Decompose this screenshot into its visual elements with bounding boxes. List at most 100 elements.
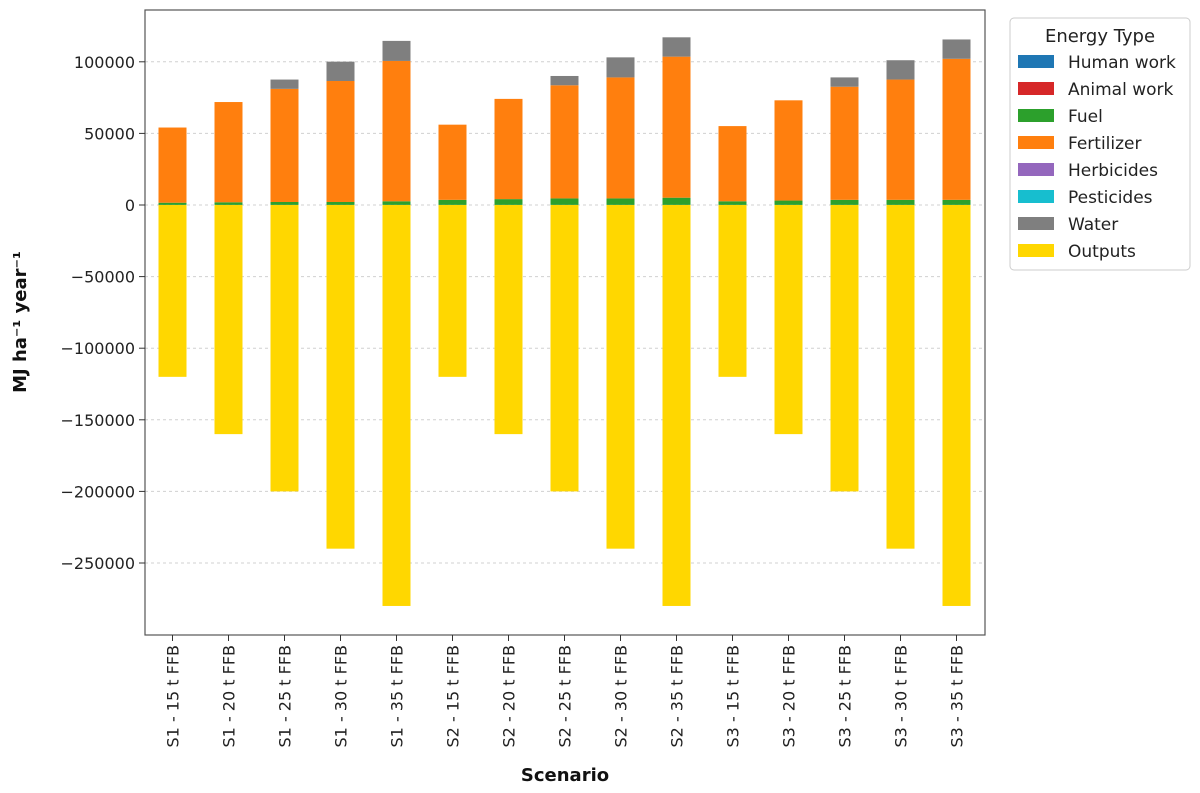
bars [158, 37, 971, 606]
x-tick-label: S2 - 30 t FFB [612, 645, 631, 747]
y-tick-label: 50000 [84, 124, 135, 143]
bar-outputs [214, 205, 243, 435]
legend-swatch [1018, 163, 1054, 176]
legend-swatch [1018, 109, 1054, 122]
bar-fertilizer [214, 102, 243, 203]
x-tick-label: S1 - 30 t FFB [332, 645, 351, 747]
y-tick-label: −200000 [61, 482, 135, 501]
bar-fuel [270, 201, 299, 205]
legend-box [1009, 17, 1191, 271]
legend-label: Herbicides [1068, 161, 1158, 181]
bar-outputs [774, 205, 803, 435]
bar-fuel [158, 202, 187, 205]
bar-outputs [550, 205, 579, 492]
legend-label: Fuel [1068, 107, 1103, 127]
bar-water [382, 40, 411, 61]
x-tick-label: S1 - 15 t FFB [164, 645, 183, 747]
bar-water [326, 61, 355, 81]
bar-fertilizer [326, 80, 355, 202]
bar-outputs [158, 205, 187, 377]
bar-water [886, 60, 915, 80]
x-tick-label: S3 - 15 t FFB [724, 645, 743, 747]
y-tick-label: −250000 [61, 554, 135, 573]
legend-label: Water [1068, 215, 1118, 235]
bar-fuel [606, 198, 635, 205]
x-axis: S1 - 15 t FFB S1 - 20 t FFB S1 - 25 t FFB S… [164, 635, 967, 747]
bar-fuel [326, 201, 355, 205]
legend-label: Fertilizer [1068, 134, 1142, 154]
x-tick-label: S1 - 20 t FFB [220, 645, 239, 747]
bar-outputs [382, 205, 411, 606]
legend-items: Human work Animal work Fuel Fertilizer Herbi… [1018, 53, 1176, 262]
legend-label: Animal work [1068, 80, 1174, 100]
legend-title: Energy Type [1045, 26, 1155, 47]
bar-fertilizer [550, 85, 579, 199]
bar-water [662, 37, 691, 57]
x-tick-label: S3 - 30 t FFB [892, 645, 911, 747]
bar-fertilizer [662, 56, 691, 198]
y-tick-label: −50000 [71, 268, 135, 287]
legend-swatch [1018, 244, 1054, 257]
bar-water [550, 75, 579, 86]
x-tick-label: S2 - 25 t FFB [556, 645, 575, 747]
bar-fuel [830, 199, 859, 205]
bar-outputs [606, 205, 635, 549]
bar-fuel [718, 201, 747, 205]
bar-fertilizer [606, 77, 635, 199]
bar-fuel [774, 200, 803, 205]
legend-swatch [1018, 217, 1054, 230]
bar-fertilizer [774, 100, 803, 201]
bar-fuel [662, 197, 691, 205]
legend-label: Human work [1068, 53, 1176, 73]
x-tick-label: S1 - 35 t FFB [388, 645, 407, 747]
x-tick-label: S2 - 15 t FFB [444, 645, 463, 747]
bar-fertilizer [494, 98, 523, 200]
bar-fuel [494, 199, 523, 205]
legend-label: Outputs [1068, 242, 1136, 262]
bar-outputs [830, 205, 859, 492]
bar-water [270, 79, 299, 89]
bar-fuel [886, 199, 915, 205]
bar-water [830, 77, 859, 87]
x-tick-label: S1 - 25 t FFB [276, 645, 295, 747]
bar-outputs [886, 205, 915, 549]
bar-fertilizer [886, 79, 915, 200]
bar-outputs [942, 205, 971, 606]
y-tick-label: −100000 [61, 339, 135, 358]
x-tick-label: S2 - 35 t FFB [668, 645, 687, 747]
bar-water [942, 39, 971, 59]
bar-fuel [382, 201, 411, 205]
bar-outputs [270, 205, 299, 492]
y-axis: 100000 50000 0 −50000 −100000 −150000 −200000 −… [61, 53, 145, 573]
legend-swatch [1018, 136, 1054, 149]
legend-label: Pesticides [1068, 188, 1153, 208]
bar-fertilizer [438, 124, 467, 200]
bar-outputs [718, 205, 747, 377]
bar-fertilizer [718, 126, 747, 202]
legend: Energy Type Human work Animal work Fuel Fer… [1009, 17, 1191, 271]
y-tick-label: 0 [125, 196, 135, 215]
bar-fertilizer [830, 86, 859, 200]
bar-outputs [326, 205, 355, 549]
bar-fertilizer [382, 60, 411, 202]
bar-fuel [942, 199, 971, 205]
bar-water [606, 57, 635, 78]
x-axis-label: Scenario [521, 765, 609, 786]
legend-swatch [1018, 82, 1054, 95]
bar-outputs [438, 205, 467, 377]
bar-fertilizer [270, 88, 299, 202]
legend-swatch [1018, 55, 1054, 68]
bar-fuel [438, 199, 467, 205]
bar-fuel [550, 198, 579, 205]
bar-outputs [494, 205, 523, 435]
y-tick-label: 100000 [74, 53, 135, 72]
legend-swatch [1018, 190, 1054, 203]
y-axis-label: MJ ha⁻¹ year⁻¹ [10, 251, 31, 393]
bar-fuel [214, 202, 243, 205]
x-tick-label: S3 - 20 t FFB [780, 645, 799, 747]
bar-outputs [662, 205, 691, 606]
x-tick-label: S3 - 25 t FFB [836, 645, 855, 747]
y-tick-label: −150000 [61, 411, 135, 430]
x-tick-label: S2 - 20 t FFB [500, 645, 519, 747]
